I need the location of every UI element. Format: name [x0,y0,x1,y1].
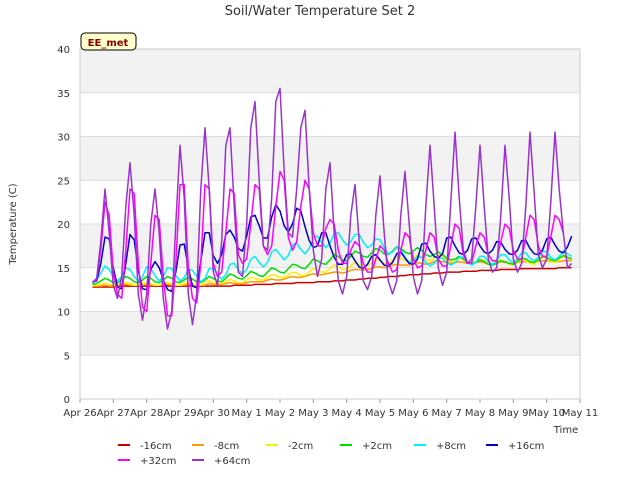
legend-label: +8cm [436,441,466,452]
y-tick-label: 20 [57,220,70,231]
y-tick-label: 5 [64,351,70,362]
legend-label: -2cm [288,441,313,452]
x-tick-label: May 2 [265,408,295,419]
plot-area-border [79,48,581,400]
x-tick-label: May 3 [298,408,328,419]
x-tick-label: May 9 [498,408,528,419]
y-axis-label: Temperature (C) [8,183,19,265]
series-line-64cm [91,87,573,330]
chart-title: Soil/Water Temperature Set 2 [225,4,416,19]
series-line-8cm [92,232,573,285]
plot-background [80,49,580,399]
x-axis-ticks: Apr 26 Apr 27 Apr 28 Apr 29 Apr 30 May 1 May 2… [63,399,598,419]
x-tick-label: May 8 [465,408,495,419]
y-tick-label: 40 [57,45,70,56]
x-tick-label: Apr 28 [130,408,163,419]
x-tick-label: Apr 26 [63,408,96,419]
legend-label: +2cm [362,441,392,452]
x-axis-label: Time [553,425,578,436]
legend-label: -8cm [214,441,239,452]
legend-label: +16cm [508,441,544,452]
badge: EE_met [80,32,137,51]
x-tick-label: May 1 [232,408,262,419]
y-tick-label: 35 [57,89,70,100]
x-tick-label: May 6 [398,408,428,419]
x-tick-label: May 5 [365,408,395,419]
x-tick-label: Apr 30 [197,408,230,419]
series-line-2cm [92,246,572,286]
x-tick-label: May 10 [528,408,565,419]
y-tick-label: 30 [57,133,70,144]
legend-label: +32cm [140,456,176,467]
plot-band [80,49,580,93]
y-tick-label: 0 [64,395,70,406]
x-tick-label: Apr 29 [163,408,196,419]
plot-band [80,355,580,399]
badge-label: EE_met [88,38,129,49]
x-tick-label: May 4 [332,408,362,419]
y-tick-label: 15 [57,264,70,275]
y-axis-ticks: 0 5 10 15 20 25 30 35 40 [57,45,70,406]
legend: -16cm -8cm -2cm +2cm +8cm +16cm +32cm +64cm [118,441,544,467]
legend-label: -16cm [140,441,172,452]
plot-band [80,92,580,137]
y-tick-label: 25 [57,176,70,187]
legend-label: +64cm [214,456,250,467]
y-tick-label: 10 [57,308,70,319]
x-tick-label: May 7 [432,408,462,419]
x-tick-label: Apr 27 [97,408,130,419]
x-tick-label: May 11 [562,408,599,419]
plot-band [80,180,580,224]
plot-band [80,311,580,356]
series-lines [91,87,573,330]
